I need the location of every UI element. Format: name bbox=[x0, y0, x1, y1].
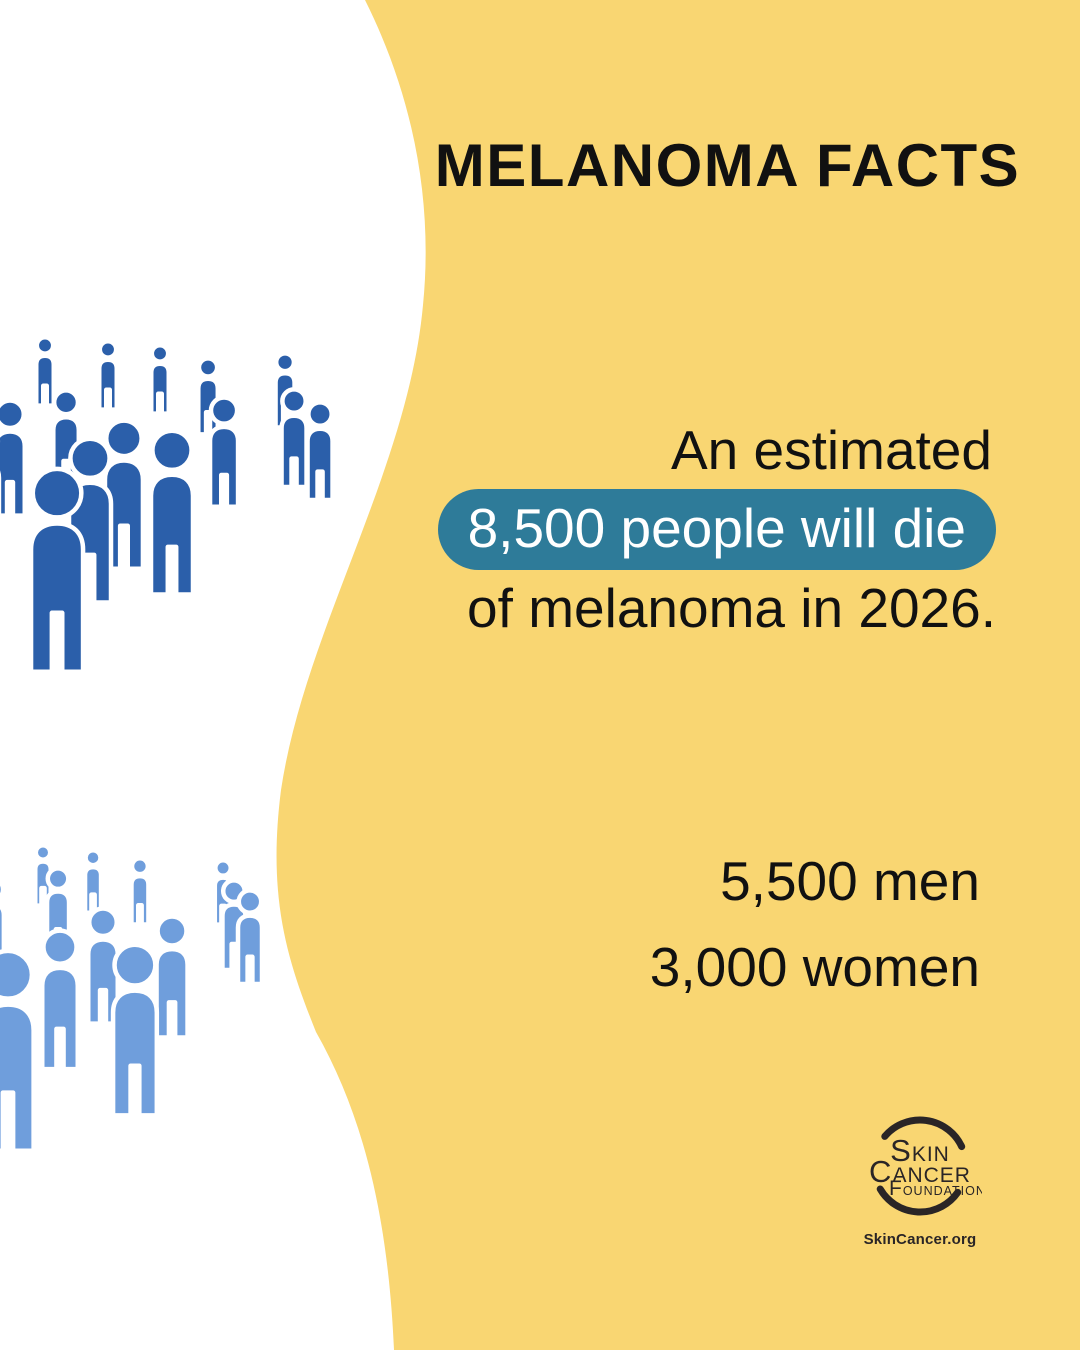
fact-highlight-pill: 8,500 people will die bbox=[437, 488, 996, 570]
person-icon bbox=[28, 466, 86, 674]
crowd-dark-people-icons bbox=[0, 335, 335, 674]
person-icon bbox=[85, 906, 121, 1026]
logo-bottom-arc bbox=[876, 1185, 962, 1216]
person-icon bbox=[0, 398, 28, 518]
logo-word-foundation: FOUNDATION bbox=[889, 1177, 982, 1200]
person-icon bbox=[305, 400, 335, 503]
logo-word-skin: SKIN bbox=[890, 1133, 950, 1168]
person-icon bbox=[154, 914, 190, 1040]
person-icon bbox=[110, 942, 160, 1118]
person-icon bbox=[148, 428, 196, 597]
logo-url: SkinCancer.org bbox=[863, 1231, 977, 1248]
skin-cancer-foundation-logo-icon: SKIN CANCER FOUNDATION bbox=[869, 1116, 985, 1216]
breakdown-men: 5,500 men bbox=[720, 850, 980, 912]
breakdown-women: 3,000 women bbox=[649, 936, 980, 998]
person-icon bbox=[129, 856, 151, 927]
logo-top-arc bbox=[881, 1116, 966, 1151]
person-icon bbox=[196, 356, 221, 437]
fact-line-1: An estimated bbox=[670, 419, 992, 481]
crowd-light-people-icons bbox=[0, 843, 265, 1153]
person-icon bbox=[207, 395, 241, 509]
skin-cancer-foundation-logo: SKIN CANCER FOUNDATION SkinCancer.org bbox=[858, 1114, 985, 1248]
person-icon bbox=[235, 888, 265, 987]
person-icon bbox=[148, 343, 172, 416]
fact-block: An estimated 8,500 people will die of me… bbox=[437, 419, 996, 639]
person-icon bbox=[96, 339, 120, 412]
person-icon bbox=[33, 335, 57, 408]
person-icon bbox=[39, 928, 81, 1072]
person-icon bbox=[33, 843, 53, 908]
person-icon bbox=[82, 848, 104, 915]
person-icon bbox=[279, 387, 309, 490]
fact-line-3: of melanoma in 2026. bbox=[467, 576, 996, 639]
logo-word-cancer: CANCER bbox=[869, 1154, 971, 1189]
person-icon bbox=[0, 948, 36, 1153]
yellow-wave-shape bbox=[276, 0, 1080, 1350]
person-icon bbox=[102, 418, 146, 572]
breakdown-block: 5,500 men 3,000 women bbox=[650, 838, 980, 1010]
page-title: MELANOMA FACTS bbox=[434, 132, 1021, 199]
